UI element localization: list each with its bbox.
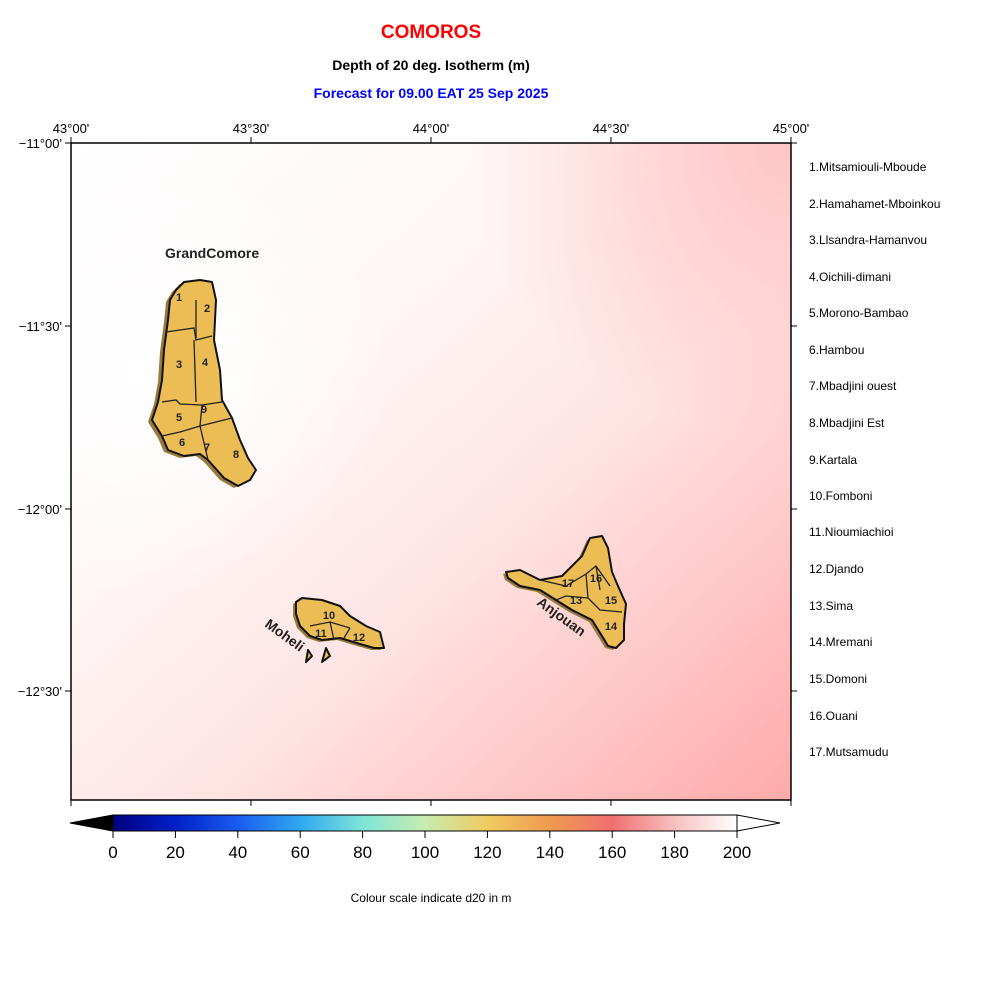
region-number: 9 bbox=[201, 404, 207, 416]
island-label-grandcomore: GrandComore bbox=[165, 245, 259, 261]
legend-item: 13.Sima bbox=[809, 599, 853, 613]
region-number: 10 bbox=[323, 610, 335, 622]
legend-item: 16.Ouani bbox=[809, 709, 858, 723]
island-grandcomore: 1 2 3 4 5 6 7 8 9 bbox=[148, 279, 257, 488]
lon-label: 43°00' bbox=[53, 121, 90, 136]
colorbar-tick-label: 40 bbox=[228, 843, 247, 862]
colorbar-ticks bbox=[112, 831, 738, 838]
axis-ticks bbox=[65, 137, 797, 806]
region-number: 6 bbox=[179, 437, 185, 449]
colorbar-low-arrow bbox=[69, 814, 114, 832]
lat-label: −12°00' bbox=[18, 502, 62, 517]
colorbar-tick-label: 180 bbox=[660, 843, 688, 862]
legend-item: 17.Mutsamudu bbox=[809, 745, 888, 759]
region-number: 12 bbox=[353, 632, 365, 644]
colorbar-tick-label: 200 bbox=[723, 843, 751, 862]
map-subtitle: Depth of 20 deg. Isotherm (m) bbox=[332, 57, 530, 73]
lon-label: 45°00' bbox=[773, 121, 810, 136]
region-number: 4 bbox=[202, 357, 209, 369]
region-number: 16 bbox=[590, 573, 602, 585]
island-moheli: 10 11 12 bbox=[293, 597, 385, 663]
legend-item: 5.Morono-Bambao bbox=[809, 306, 909, 320]
colorbar-tick-label: 0 bbox=[108, 843, 117, 862]
colorbar-tick-label: 160 bbox=[598, 843, 626, 862]
region-number: 8 bbox=[233, 449, 239, 461]
region-number: 2 bbox=[204, 303, 210, 315]
legend-item: 8.Mbadjini Est bbox=[809, 416, 885, 430]
colorbar-note: Colour scale indicate d20 in m bbox=[351, 891, 512, 905]
region-number: 13 bbox=[570, 595, 582, 607]
legend-item: 7.Mbadjini ouest bbox=[809, 379, 897, 393]
region-number: 14 bbox=[605, 621, 618, 633]
colorbar-ramp bbox=[112, 814, 738, 832]
map-title: COMOROS bbox=[381, 22, 481, 43]
legend-item: 6.Hambou bbox=[809, 343, 864, 357]
colorbar-tick-label: 80 bbox=[353, 843, 372, 862]
map-panel bbox=[70, 142, 792, 801]
region-legend: 1.Mitsamiouli-Mboude 2.Hamahamet-Mboinko… bbox=[809, 160, 940, 759]
legend-item: 4.Oichili-dimani bbox=[809, 270, 891, 284]
lon-label: 43°30' bbox=[233, 121, 270, 136]
legend-item: 15.Domoni bbox=[809, 672, 867, 686]
lat-label: −11°00' bbox=[19, 136, 62, 151]
legend-item: 11.Nioumiachioi bbox=[809, 525, 894, 539]
region-number: 11 bbox=[315, 628, 327, 640]
lat-label: −11°30' bbox=[19, 319, 62, 334]
legend-item: 9.Kartala bbox=[809, 453, 857, 467]
legend-item: 14.Mremani bbox=[809, 635, 872, 649]
legend-item: 1.Mitsamiouli-Mboude bbox=[809, 160, 927, 174]
legend-item: 3.Llsandra-Hamanvou bbox=[809, 233, 927, 247]
region-number: 7 bbox=[204, 442, 210, 454]
legend-item: 2.Hamahamet-Mboinkou bbox=[809, 197, 940, 211]
colorbar: 0 20 40 60 80 100 120 140 160 180 200 Co… bbox=[69, 814, 781, 905]
region-number: 17 bbox=[562, 578, 574, 590]
region-number: 5 bbox=[176, 412, 182, 424]
colorbar-tick-label: 120 bbox=[473, 843, 501, 862]
colorbar-high-arrow bbox=[736, 814, 781, 832]
legend-item: 12.Djando bbox=[809, 562, 864, 576]
region-number: 15 bbox=[605, 595, 617, 607]
legend-item: 10.Fomboni bbox=[809, 489, 872, 503]
colorbar-tick-label: 60 bbox=[291, 843, 310, 862]
region-number: 1 bbox=[176, 292, 182, 304]
forecast-label: Forecast for 09.00 EAT 25 Sep 2025 bbox=[314, 85, 549, 101]
colorbar-tick-label: 20 bbox=[166, 843, 185, 862]
lon-label: 44°00' bbox=[413, 121, 450, 136]
lat-label: −12°30' bbox=[18, 684, 62, 699]
colorbar-tick-label: 100 bbox=[411, 843, 439, 862]
island-anjouan: 17 16 13 15 14 bbox=[503, 535, 627, 650]
lon-label: 44°30' bbox=[593, 121, 630, 136]
colorbar-tick-label: 140 bbox=[536, 843, 564, 862]
region-number: 3 bbox=[176, 359, 182, 371]
d20-field-w bbox=[71, 143, 791, 800]
